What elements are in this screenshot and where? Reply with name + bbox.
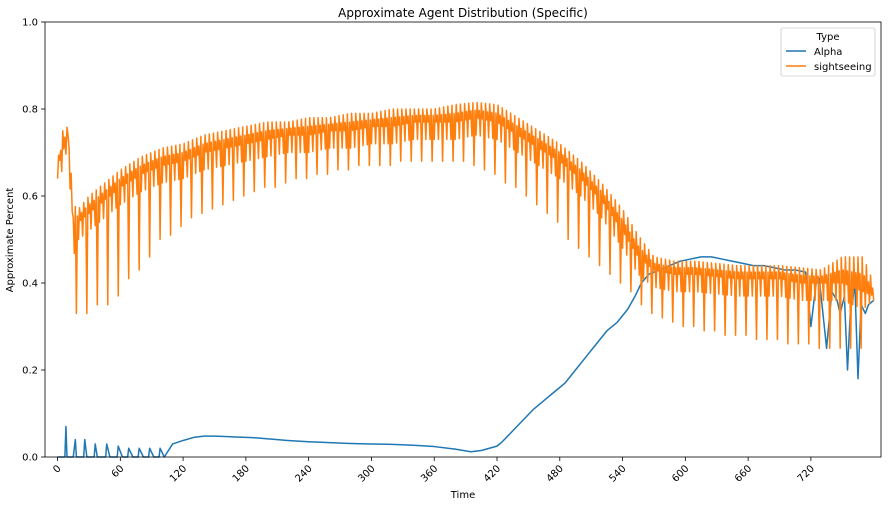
y-tick-label: 0.4 [22, 279, 38, 290]
y-tick-label: 0.6 [22, 192, 38, 203]
legend-title: Type [816, 32, 840, 43]
y-axis-label: Approximate Percent [5, 188, 16, 293]
legend-label-sightseeing: sightseeing [814, 62, 872, 73]
y-axis: 0.0 0.2 0.4 0.6 0.8 1.0 [22, 18, 45, 464]
legend: Type Alpha sightseeing [780, 27, 876, 77]
plot-series [56, 101, 875, 458]
legend-box [780, 27, 876, 77]
y-tick-label: 0.2 [22, 366, 38, 377]
x-axis-label: Time [450, 490, 475, 501]
y-tick-label: 0.8 [22, 105, 38, 116]
series-line-sightseeing [56, 101, 875, 349]
legend-label-alpha: Alpha [814, 47, 842, 58]
y-tick-label: 0.0 [22, 453, 38, 464]
y-tick-label: 1.0 [22, 18, 38, 29]
plot-frame [44, 21, 882, 458]
chart-title: Approximate Agent Distribution (Specific… [338, 6, 588, 20]
